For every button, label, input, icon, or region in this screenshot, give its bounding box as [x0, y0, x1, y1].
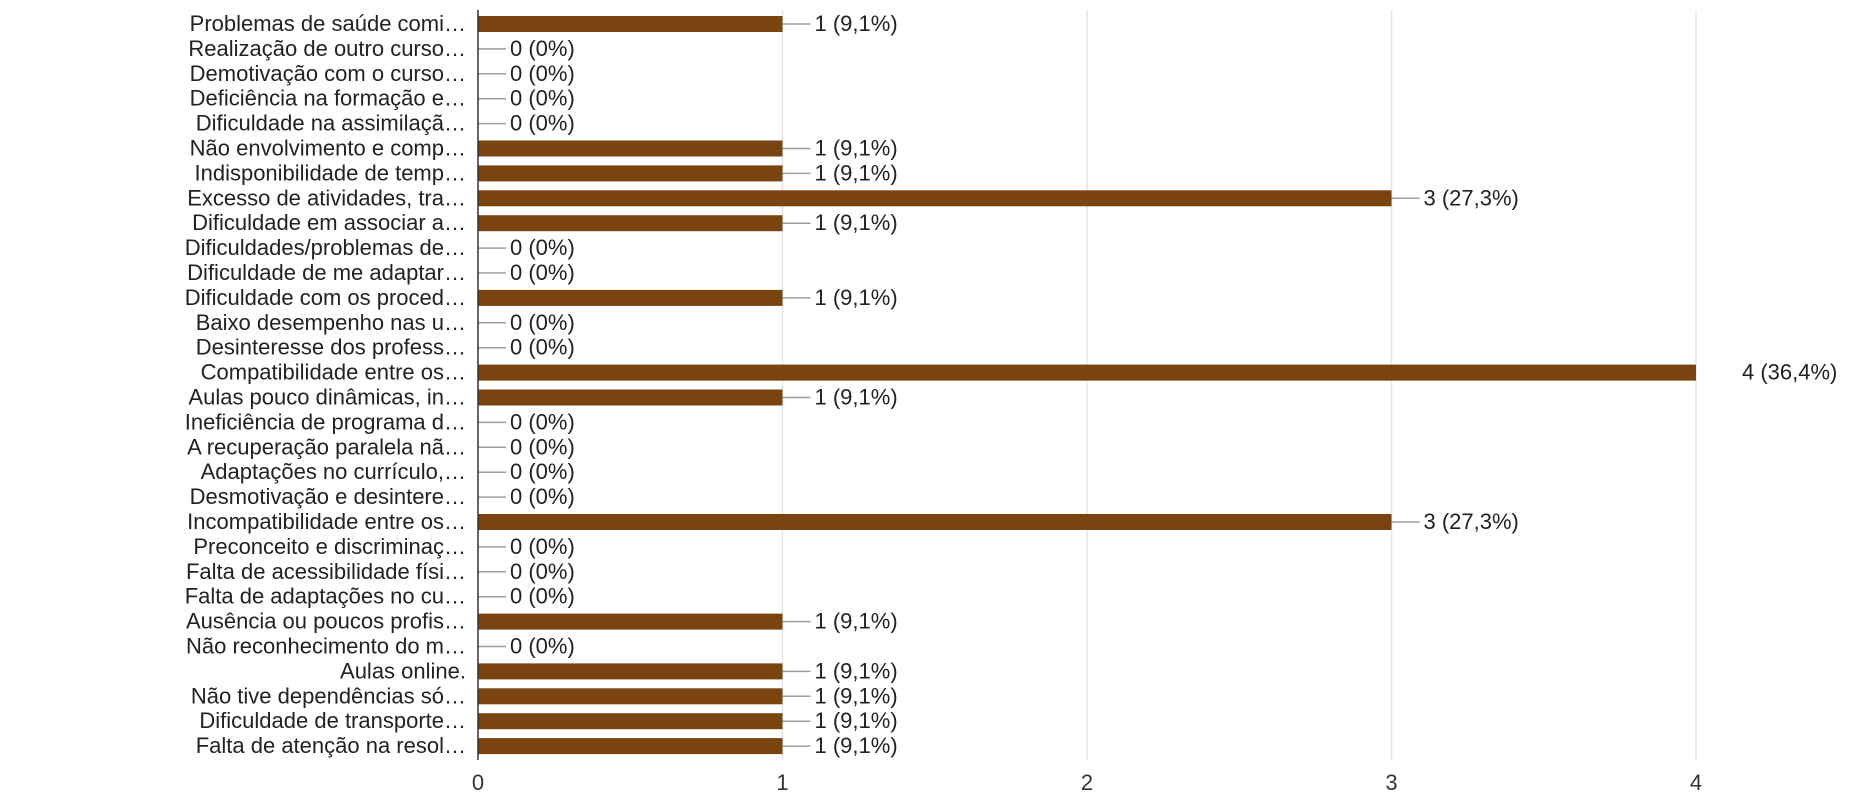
category-label: Dificuldade com os proced… — [185, 285, 466, 310]
bar — [478, 165, 783, 182]
value-label: 1 (9,1%) — [815, 658, 898, 683]
x-tick-label: 2 — [1081, 770, 1093, 792]
category-label: Aulas pouco dinâmicas, in… — [188, 385, 466, 410]
value-label: 0 (0%) — [510, 86, 575, 111]
value-label: 1 (9,1%) — [815, 210, 898, 235]
bar — [478, 688, 783, 705]
value-label: 0 (0%) — [510, 36, 575, 61]
value-label: 1 (9,1%) — [815, 609, 898, 634]
x-tick-label: 3 — [1385, 770, 1397, 792]
bar — [478, 364, 1696, 381]
value-label: 1 (9,1%) — [815, 385, 898, 410]
category-label: A recuperação paralela nã… — [187, 434, 466, 459]
bars — [478, 16, 1696, 755]
category-label: Incompatibilidade entre os… — [187, 509, 466, 534]
value-label: 3 (27,3%) — [1424, 509, 1519, 534]
bar — [478, 16, 783, 32]
x-tick-label: 0 — [472, 770, 484, 792]
value-label: 0 (0%) — [510, 459, 575, 484]
bar — [478, 389, 783, 406]
value-label: 0 (0%) — [510, 584, 575, 609]
bar — [478, 613, 783, 630]
value-label: 1 (9,1%) — [815, 136, 898, 161]
category-labels: Problemas de saúde comi…Realização de ou… — [185, 11, 466, 758]
bar — [478, 514, 1392, 530]
category-label: Realização de outro curso… — [188, 36, 466, 61]
category-label: Dificuldade em associar a… — [192, 210, 466, 235]
category-label: Não tive dependências só… — [191, 683, 466, 708]
category-label: Ausência ou poucos profis… — [186, 609, 466, 634]
category-label: Dificuldades/problemas de… — [185, 235, 466, 260]
value-label: 0 (0%) — [510, 484, 575, 509]
bar — [478, 713, 783, 730]
category-label: Dificuldade de transporte… — [199, 708, 466, 733]
bar — [478, 190, 1392, 207]
category-label: Desmotivação e desintere… — [190, 484, 466, 509]
x-tick-label: 4 — [1690, 770, 1702, 792]
x-tick-label: 1 — [776, 770, 788, 792]
grid — [781, 10, 1697, 760]
category-label: Preconceito e discriminaç… — [193, 534, 466, 559]
value-label: 0 (0%) — [510, 61, 575, 86]
category-label: Ineficiência de programa d… — [185, 409, 466, 434]
value-leaders — [478, 23, 1420, 747]
bar — [478, 289, 783, 306]
category-label: Aulas online. — [340, 658, 466, 683]
value-label: 0 (0%) — [510, 235, 575, 260]
category-label: Compatibilidade entre os… — [201, 360, 466, 385]
category-label: Não reconhecimento do m… — [186, 634, 466, 659]
category-label: Falta de adaptações no cu… — [185, 584, 466, 609]
category-label: Problemas de saúde comi… — [190, 11, 466, 36]
value-label: 0 (0%) — [510, 559, 575, 584]
value-label: 1 (9,1%) — [815, 285, 898, 310]
category-label: Demotivação com o curso… — [190, 61, 466, 86]
bar — [478, 738, 783, 755]
category-label: Indisponibilidade de temp… — [194, 160, 466, 185]
category-label: Falta de atenção na resol… — [196, 733, 466, 758]
value-label: 3 (27,3%) — [1424, 185, 1519, 210]
value-label: 4 (36,4%) — [1742, 360, 1837, 385]
category-label: Baixo desempenho nas u… — [196, 310, 466, 335]
category-label: Dificuldade na assimilaçã… — [196, 111, 466, 136]
value-label: 1 (9,1%) — [815, 160, 898, 185]
value-label: 0 (0%) — [510, 634, 575, 659]
value-label: 1 (9,1%) — [815, 733, 898, 758]
value-label: 1 (9,1%) — [815, 11, 898, 36]
category-label: Desinteresse dos profess… — [196, 335, 466, 360]
category-label: Não envolvimento e comp… — [190, 136, 466, 161]
value-label: 0 (0%) — [510, 335, 575, 360]
value-label: 0 (0%) — [510, 534, 575, 559]
value-labels: 1 (9,1%)0 (0%)0 (0%)0 (0%)0 (0%)1 (9,1%)… — [510, 11, 1837, 758]
value-label: 0 (0%) — [510, 260, 575, 285]
value-label: 0 (0%) — [510, 310, 575, 335]
category-label: Adaptações no currículo,… — [201, 459, 466, 484]
x-axis-ticks: 0 1 2 3 4 — [472, 770, 1702, 792]
value-label: 0 (0%) — [510, 409, 575, 434]
value-label: 1 (9,1%) — [815, 708, 898, 733]
bar — [478, 215, 783, 232]
bar — [478, 663, 783, 680]
category-label: Deficiência na formação e… — [190, 86, 466, 111]
category-label: Excesso de atividades, tra… — [187, 185, 466, 210]
category-label: Dificuldade de me adaptar… — [187, 260, 466, 285]
bar — [478, 140, 783, 157]
value-label: 0 (0%) — [510, 111, 575, 136]
value-label: 1 (9,1%) — [815, 683, 898, 708]
category-label: Falta de acessibilidade físi… — [186, 559, 466, 584]
value-label: 0 (0%) — [510, 434, 575, 459]
